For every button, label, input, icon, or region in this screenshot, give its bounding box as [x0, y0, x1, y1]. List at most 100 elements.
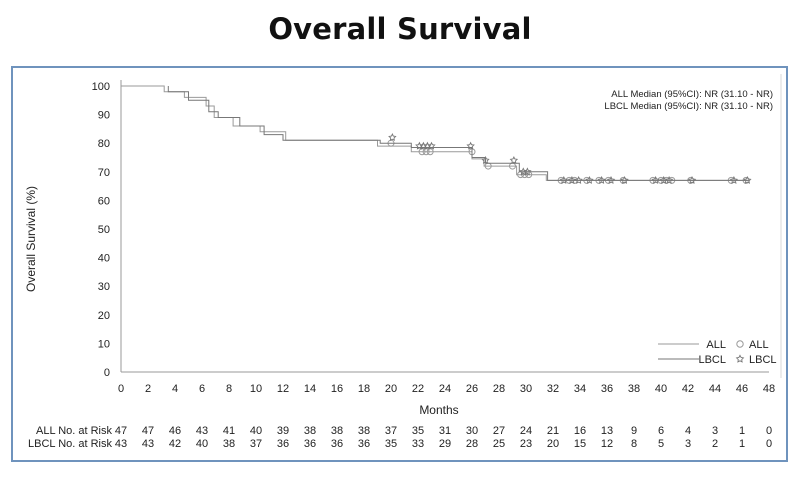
- censor-marker-lbcl: [651, 175, 660, 184]
- legend-marker-label: LBCL: [749, 354, 777, 366]
- censor-marker-lbcl: [466, 141, 475, 150]
- y-tick-label: 100: [92, 81, 110, 93]
- x-tick-label: 4: [172, 383, 178, 395]
- censor-marker-lbcl: [585, 175, 594, 184]
- x-tick-label: 2: [145, 383, 151, 395]
- legend: ALL ALL LBCL LBCL: [658, 339, 777, 366]
- legend-line-label: ALL: [706, 339, 726, 351]
- page-title: Overall Survival: [268, 12, 532, 46]
- y-tick-label: 70: [98, 167, 110, 179]
- risk-row-label: LBCL No. at Risk: [28, 438, 112, 450]
- x-tick-label: 42: [682, 383, 694, 395]
- risk-value: 25: [493, 438, 505, 450]
- risk-value: 23: [520, 438, 532, 450]
- risk-value: 1: [739, 438, 745, 450]
- y-tick-label: 50: [98, 224, 110, 236]
- x-tick-label: 12: [277, 383, 289, 395]
- y-tick-label: 30: [98, 281, 110, 293]
- risk-value: 1: [739, 425, 745, 437]
- risk-value: 0: [766, 438, 772, 450]
- x-axis-label: Months: [419, 403, 458, 417]
- censor-marker-lbcl: [606, 175, 616, 184]
- censor-marker-lbcl: [743, 175, 752, 184]
- y-tick-label: 40: [98, 253, 110, 265]
- risk-value: 35: [412, 425, 424, 437]
- x-tick-label: 16: [331, 383, 343, 395]
- risk-value: 12: [601, 438, 613, 450]
- censor-marker-lbcl: [388, 133, 397, 142]
- x-tick-label: 22: [412, 383, 424, 395]
- x-tick-label: 26: [466, 383, 478, 395]
- x-tick-label: 14: [304, 383, 316, 395]
- risk-value: 24: [520, 425, 532, 437]
- x-tick-label: 8: [226, 383, 232, 395]
- risk-value: 3: [712, 425, 718, 437]
- x-tick-label: 30: [520, 383, 532, 395]
- risk-value: 20: [547, 438, 559, 450]
- risk-value: 38: [331, 425, 343, 437]
- censor-marker-lbcl: [481, 155, 490, 164]
- x-tick-label: 34: [574, 383, 586, 395]
- risk-value: 27: [493, 425, 505, 437]
- risk-value: 43: [196, 425, 208, 437]
- risk-value: 43: [115, 438, 127, 450]
- risk-value: 37: [385, 425, 397, 437]
- risk-value: 5: [658, 438, 664, 450]
- x-tick-label: 44: [709, 383, 721, 395]
- y-tick-label: 60: [98, 195, 110, 207]
- y-tick-label: 20: [98, 310, 110, 322]
- y-tick-label: 90: [98, 110, 110, 122]
- median-annotations: ALL Median (95%CI): NR (31.10 - NR)LBCL …: [604, 89, 773, 112]
- censor-marker-lbcl: [523, 167, 532, 176]
- censor-marker-lbcl: [574, 175, 583, 184]
- risk-value: 16: [574, 425, 586, 437]
- risk-value: 15: [574, 438, 586, 450]
- risk-value: 33: [412, 438, 424, 450]
- x-tick-label: 46: [736, 383, 748, 395]
- censor-marker-lbcl: [567, 175, 577, 184]
- series-line-lbcl: [167, 86, 749, 181]
- risk-value: 6: [658, 425, 664, 437]
- survival-curves: [121, 85, 752, 184]
- legend-marker-star: [735, 354, 745, 363]
- x-tick-label: 48: [763, 383, 775, 395]
- risk-value: 31: [439, 425, 451, 437]
- risk-value: 39: [277, 425, 289, 437]
- risk-value: 36: [331, 438, 343, 450]
- x-tick-label: 40: [655, 383, 667, 395]
- x-tick-label: 32: [547, 383, 559, 395]
- series-line-all: [121, 85, 749, 181]
- risk-value: 29: [439, 438, 451, 450]
- censor-marker-lbcl: [687, 175, 697, 184]
- risk-value: 28: [466, 438, 478, 450]
- risk-value: 47: [115, 425, 127, 437]
- x-tick-label: 38: [628, 383, 640, 395]
- x-tick-label: 6: [199, 383, 205, 395]
- risk-value: 41: [223, 425, 235, 437]
- risk-value: 9: [631, 425, 637, 437]
- legend-marker-circle: [736, 340, 744, 348]
- risk-value: 35: [385, 438, 397, 450]
- censor-marker-lbcl: [559, 175, 568, 184]
- x-tick-label: 0: [118, 383, 124, 395]
- x-tick-label: 20: [385, 383, 397, 395]
- risk-value: 42: [169, 438, 181, 450]
- risk-value: 40: [250, 425, 262, 437]
- risk-value: 47: [142, 425, 154, 437]
- censor-marker-lbcl: [620, 175, 629, 184]
- censor-marker-lbcl: [729, 175, 739, 184]
- x-tick-label: 10: [250, 383, 262, 395]
- risk-value: 21: [547, 425, 559, 437]
- x-tick-label: 36: [601, 383, 613, 395]
- x-tick-label: 18: [358, 383, 370, 395]
- axes: [120, 74, 782, 378]
- censor-marker-lbcl: [597, 175, 606, 184]
- risk-value: 3: [685, 438, 691, 450]
- y-axis-label: Overall Survival (%): [24, 186, 38, 292]
- risk-value: 30: [466, 425, 478, 437]
- risk-value: 40: [196, 438, 208, 450]
- risk-table: ALL No. at Risk 47 47 46 43 41 40 39 38 38 38 37 35 3…: [28, 425, 772, 450]
- y-tick-label: 10: [98, 338, 110, 350]
- risk-value: 38: [223, 438, 235, 450]
